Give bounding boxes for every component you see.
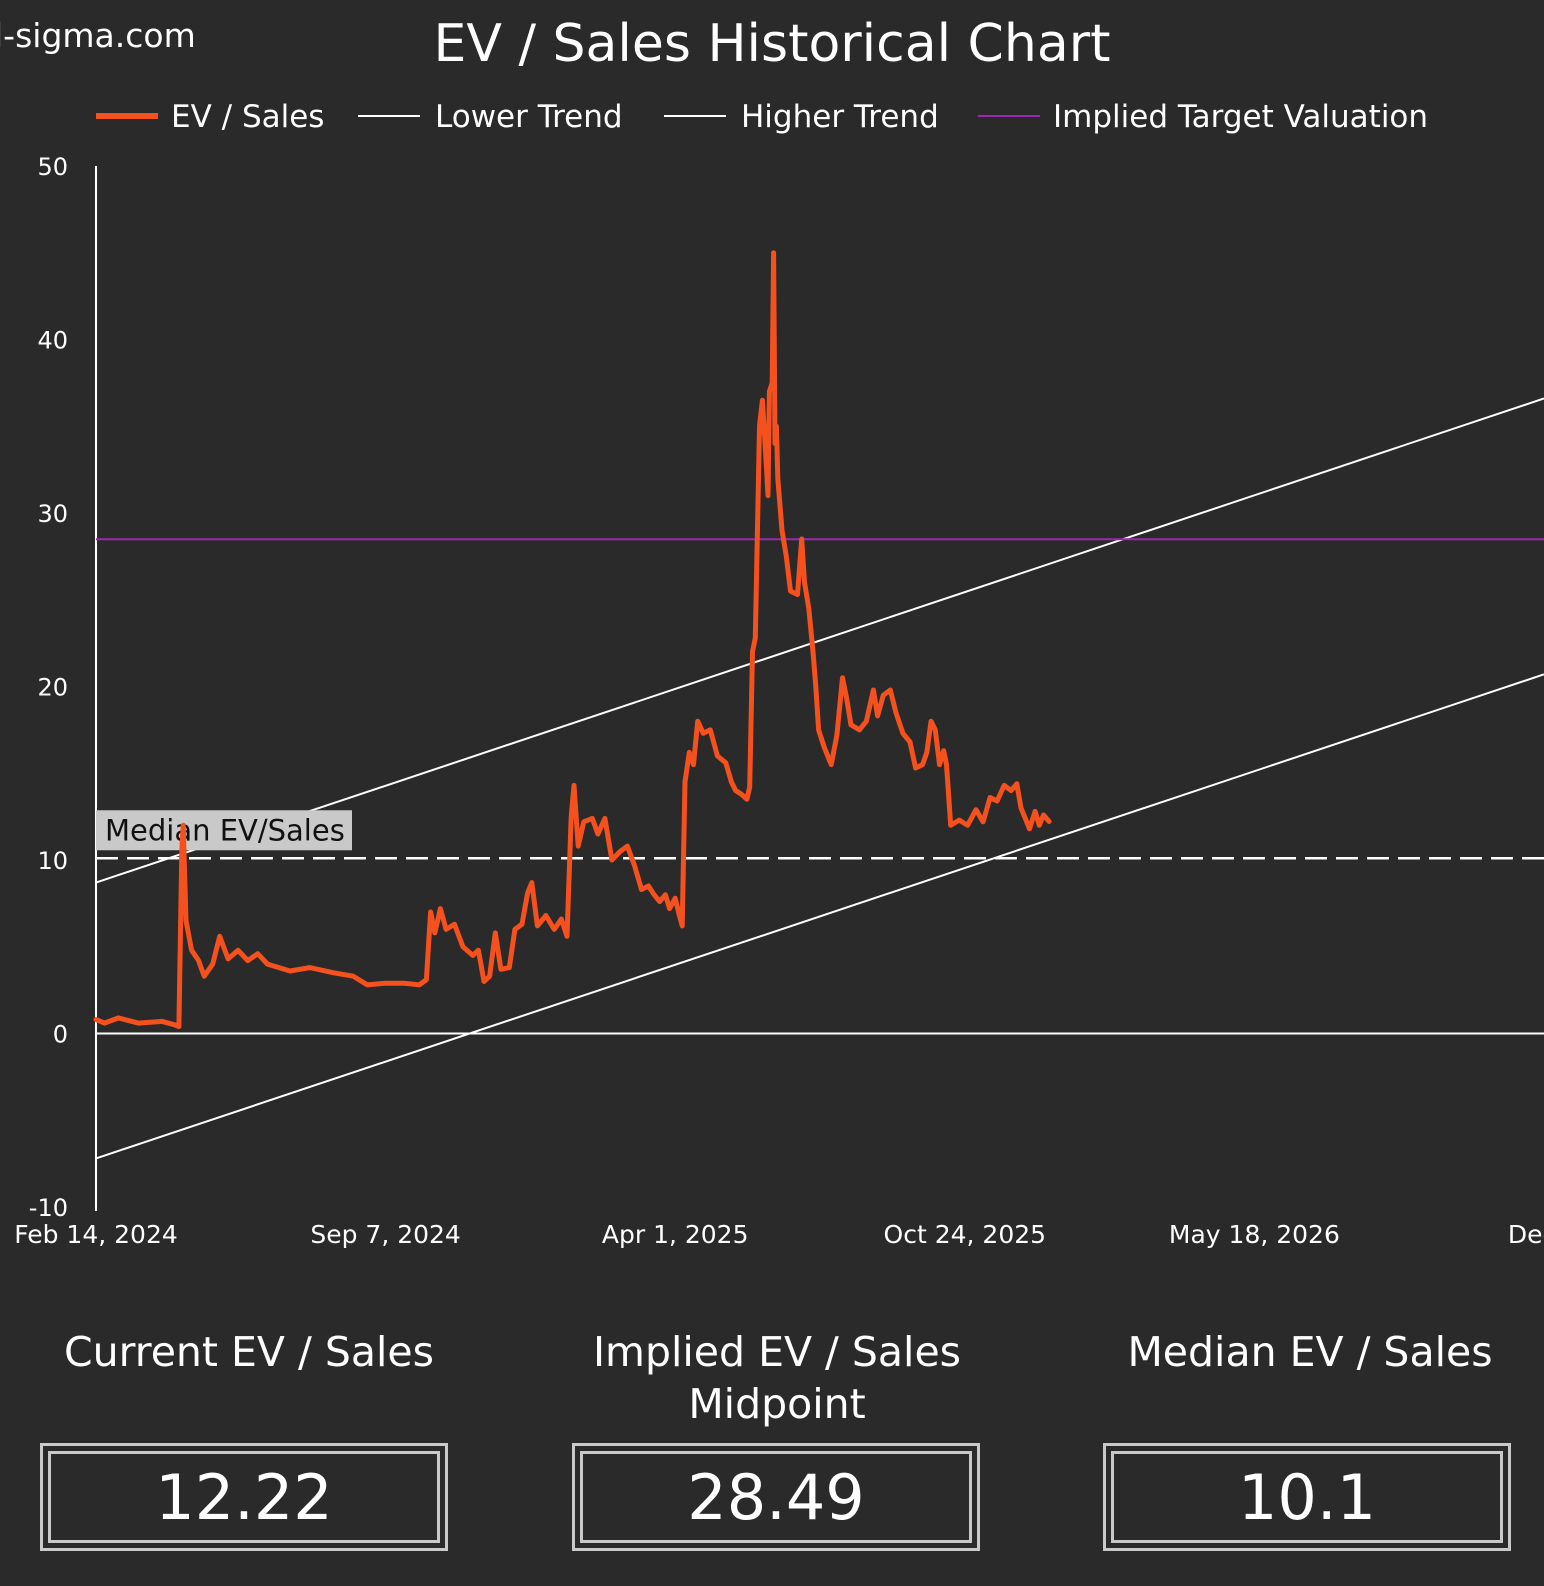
y-tick-label: 20: [37, 674, 68, 702]
lower-trend-line: [95, 673, 1544, 1160]
median-label-box: [96, 810, 352, 851]
current-ev-sales-title: Current EV / Sales: [64, 1328, 434, 1376]
x-tick-label: Feb 14, 2024: [14, 1220, 178, 1249]
x-tick-label: Apr 1, 2025: [602, 1220, 749, 1249]
median-ev-sales-box: 10.1: [1103, 1443, 1511, 1551]
implied-ev-sales-box: 28.49: [572, 1443, 980, 1551]
implied-ev-sales-value: 28.49: [580, 1451, 972, 1543]
y-tick-label: 40: [37, 327, 68, 355]
legend-label-higher-trend: Higher Trend: [741, 99, 939, 135]
current-ev-sales-value: 12.22: [48, 1451, 440, 1543]
watermark-text: l-sigma.com: [0, 16, 196, 55]
y-tick-label: 0: [53, 1021, 68, 1049]
legend-label-lower-trend: Lower Trend: [435, 99, 623, 135]
chart-area: -10 0 10 20 30 40 50 Feb 14, 2024 Sep 7, 2024 Apr…: [14, 99, 1544, 1249]
y-tick-label: 10: [37, 847, 68, 875]
current-ev-sales-box: 12.22: [40, 1443, 448, 1551]
x-tick-label: Dec 1: [1508, 1220, 1544, 1249]
x-tick-label: Oct 24, 2025: [884, 1220, 1047, 1249]
median-ev-sales-title: Median EV / Sales: [1127, 1328, 1493, 1376]
y-tick-label: 50: [37, 153, 68, 181]
ev-sales-series-line: [93, 250, 1052, 1030]
median-ev-sales-value: 10.1: [1111, 1451, 1503, 1543]
chart-title: EV / Sales Historical Chart: [433, 14, 1111, 74]
x-tick-label: Sep 7, 2024: [310, 1220, 461, 1249]
y-tick-label: 30: [37, 500, 68, 528]
y-tick-label: -10: [29, 1194, 68, 1222]
median-label: Median EV/Sales: [105, 813, 345, 847]
legend-label-ev-sales: EV / Sales: [171, 99, 324, 135]
higher-trend-line: [95, 397, 1544, 884]
x-tick-label: May 18, 2026: [1169, 1220, 1340, 1249]
legend-label-implied-target-valuation: Implied Target Valuation: [1053, 99, 1428, 135]
implied-ev-sales-title: Implied EV / Sales Midpoint: [592, 1328, 962, 1428]
